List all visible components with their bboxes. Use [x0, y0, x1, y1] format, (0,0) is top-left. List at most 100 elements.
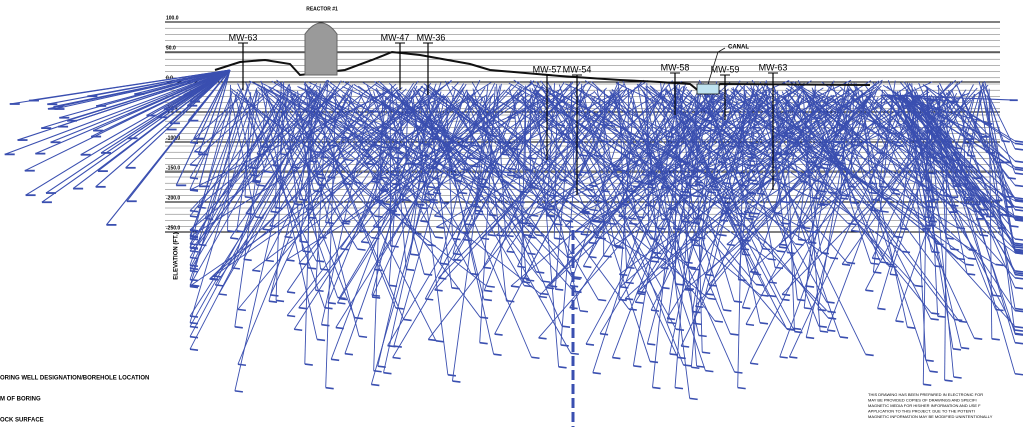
trace — [398, 92, 543, 282]
trace — [231, 86, 291, 269]
trace — [629, 222, 638, 226]
trace — [464, 223, 473, 226]
trace — [395, 307, 404, 310]
trace — [890, 188, 899, 192]
trace — [961, 346, 970, 350]
trace — [436, 88, 667, 228]
trace — [570, 352, 579, 356]
trace — [817, 308, 827, 312]
elevation-label: -250.0 — [166, 225, 180, 231]
trace — [597, 237, 606, 240]
well-label: MW-54 — [563, 64, 592, 74]
trace — [50, 69, 231, 143]
trace — [434, 95, 568, 217]
trace — [1014, 238, 1023, 241]
trace — [234, 390, 243, 393]
trace — [304, 363, 313, 366]
trace — [517, 90, 796, 223]
trace — [732, 87, 747, 146]
trace — [528, 185, 537, 189]
trace — [598, 298, 607, 302]
trace — [460, 144, 469, 148]
trace — [637, 292, 646, 296]
trace — [967, 154, 976, 158]
trace — [528, 236, 537, 239]
trace — [1014, 142, 1023, 146]
trace — [234, 93, 303, 391]
trace — [650, 260, 660, 263]
trace — [466, 95, 709, 299]
trace — [373, 225, 382, 229]
trace — [870, 262, 879, 266]
trace — [817, 189, 827, 193]
trace — [1014, 198, 1023, 202]
trace — [815, 165, 825, 169]
trace — [588, 184, 598, 188]
trace — [324, 306, 333, 310]
trace — [215, 284, 224, 287]
trace — [250, 174, 259, 177]
trace — [748, 215, 757, 218]
trace — [579, 309, 589, 313]
trace — [405, 162, 414, 165]
trace — [831, 140, 840, 144]
trace — [471, 96, 525, 235]
trace — [189, 91, 283, 269]
trace — [683, 364, 692, 367]
trace — [524, 93, 585, 224]
trace — [434, 215, 443, 218]
trace — [1014, 219, 1023, 222]
trace — [560, 83, 583, 345]
trace — [1014, 325, 1023, 329]
trace — [995, 263, 1004, 267]
trace — [189, 83, 290, 258]
trace — [506, 299, 515, 303]
trace — [284, 235, 293, 239]
trace — [692, 194, 702, 198]
trace — [805, 171, 814, 174]
trace — [546, 205, 556, 208]
trace — [745, 86, 875, 325]
trace — [189, 80, 328, 337]
trace — [579, 171, 589, 174]
trace — [820, 202, 829, 206]
trace — [307, 267, 317, 270]
trace — [263, 86, 356, 318]
trace — [596, 87, 613, 166]
trace — [249, 80, 395, 159]
trace — [1014, 271, 1023, 275]
trace — [880, 261, 889, 264]
well-label: MW-58 — [661, 62, 690, 72]
trace — [338, 297, 348, 301]
trace — [876, 89, 884, 153]
trace — [599, 98, 740, 334]
trace — [538, 88, 729, 297]
axis-label: ELEVATION (FT.) — [174, 232, 180, 279]
trace — [611, 84, 717, 358]
trace — [460, 168, 470, 171]
trace — [417, 88, 588, 197]
trace — [759, 321, 769, 325]
trace — [817, 97, 853, 310]
trace — [806, 285, 815, 288]
trace — [388, 85, 572, 211]
trace — [584, 80, 667, 137]
trace — [1014, 200, 1023, 203]
trace — [646, 91, 778, 184]
trace — [581, 86, 683, 212]
trace — [375, 198, 384, 202]
trace — [674, 386, 684, 390]
trace — [692, 310, 701, 314]
trace — [521, 99, 596, 201]
trace — [506, 86, 620, 252]
trace — [375, 93, 530, 202]
trace — [268, 300, 278, 303]
trace — [591, 81, 709, 193]
trace — [712, 188, 722, 192]
trace — [747, 192, 757, 195]
trace — [680, 220, 690, 224]
trace — [314, 151, 323, 154]
trace — [880, 94, 989, 211]
trace — [612, 168, 621, 172]
trace — [603, 255, 612, 258]
